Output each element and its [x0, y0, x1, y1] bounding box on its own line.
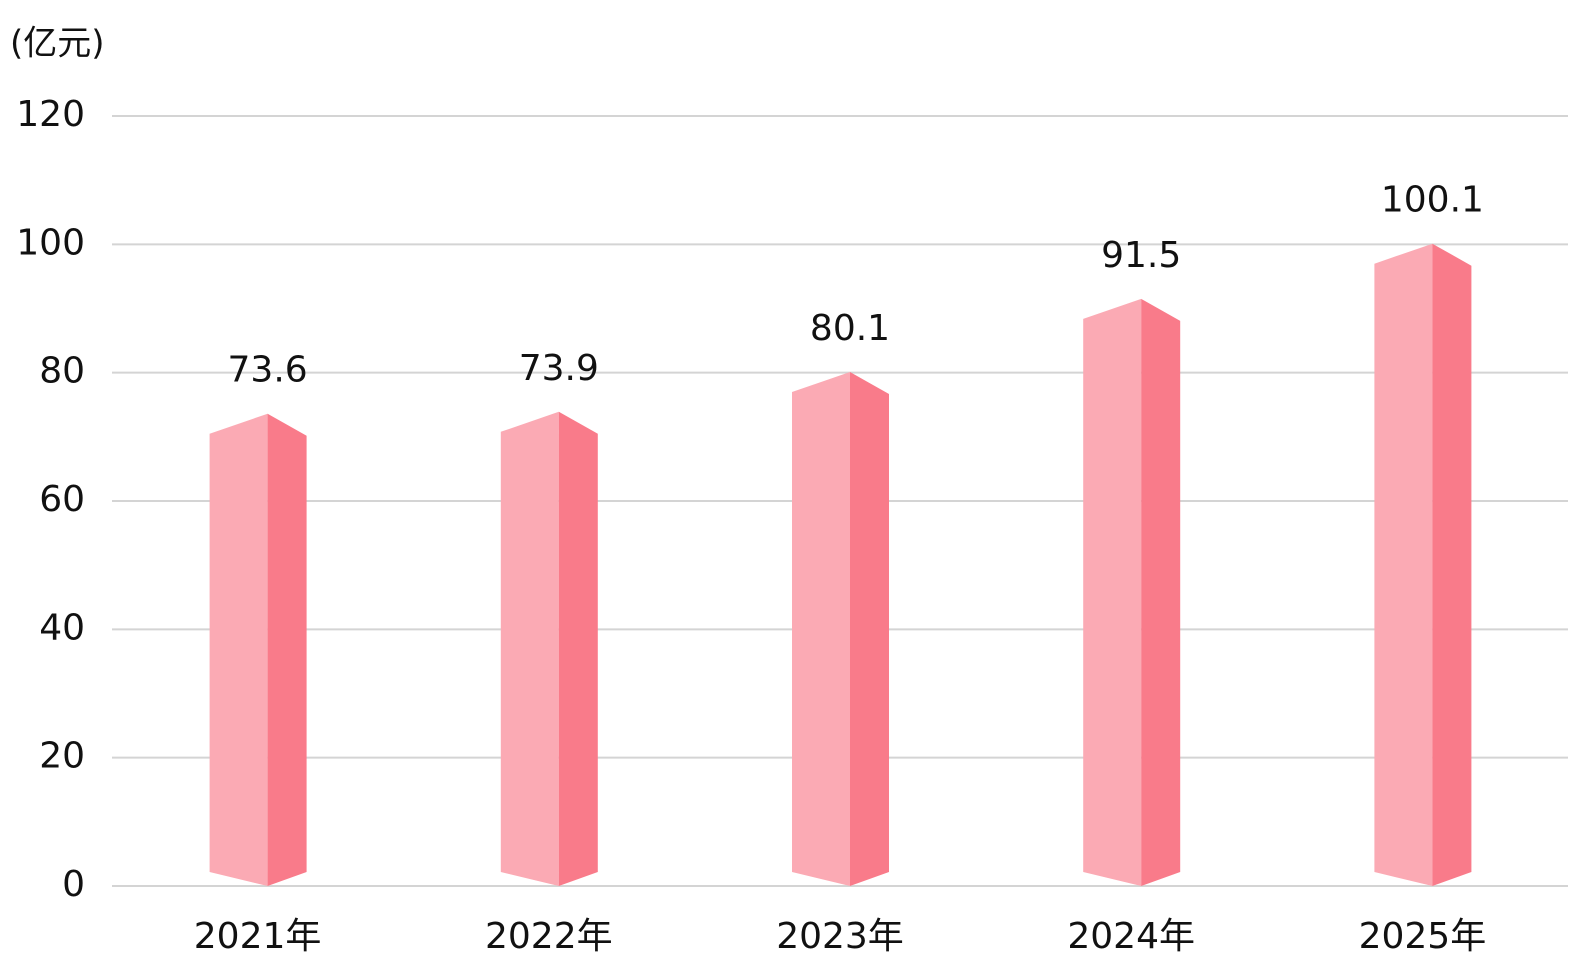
bar-side	[1141, 298, 1181, 886]
y-tick-label: 60	[39, 479, 85, 520]
value-label: 100.1	[1381, 180, 1484, 221]
y-tick-label: 80	[39, 351, 85, 392]
bar-front	[1374, 243, 1433, 887]
y-tick-label: 120	[16, 94, 85, 135]
x-tick-label: 2025年	[1359, 916, 1487, 957]
bar-front	[500, 411, 559, 886]
bar-front	[209, 413, 268, 886]
value-label: 80.1	[810, 308, 890, 349]
y-tick-label: 40	[39, 607, 85, 648]
bar-side	[558, 411, 598, 886]
bar-side	[267, 413, 307, 886]
y-tick-label: 20	[39, 736, 85, 777]
bar-front	[1083, 298, 1142, 886]
bar-front	[792, 372, 850, 886]
x-tick-label: 2023年	[776, 916, 904, 957]
x-tick-label: 2021年	[194, 916, 322, 957]
bar-side	[850, 372, 889, 886]
value-label: 91.5	[1101, 235, 1181, 276]
y-tick-label: 100	[16, 222, 85, 263]
y-tick-label: 0	[62, 864, 85, 905]
y-axis-label: (亿元)	[10, 24, 105, 64]
bar-side	[1432, 243, 1472, 887]
value-label: 73.9	[519, 348, 599, 389]
value-label: 73.6	[228, 350, 308, 391]
x-tick-label: 2024年	[1067, 916, 1195, 957]
x-tick-label: 2022年	[485, 916, 613, 957]
